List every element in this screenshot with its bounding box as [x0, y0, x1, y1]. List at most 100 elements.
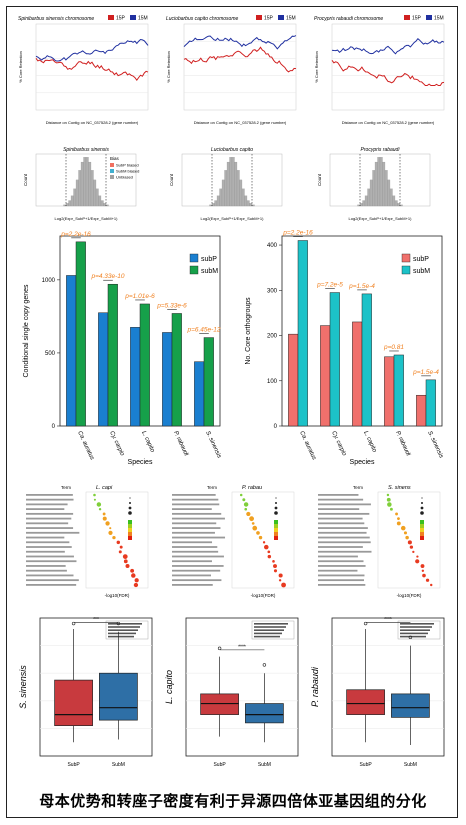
hist-bar [362, 200, 366, 207]
go-panel-2: Term P. rabau -log10(FDR) [172, 485, 295, 598]
go-dot [422, 573, 426, 578]
go-dot [93, 498, 96, 501]
hist-bar [85, 157, 89, 207]
go-term-label [172, 565, 224, 567]
stats-text [108, 629, 138, 631]
colorbar-step [420, 528, 424, 532]
colorbar-step [274, 528, 278, 532]
size-legend-dot [129, 497, 131, 499]
go-dot [125, 564, 130, 569]
hist-bar [397, 203, 401, 207]
go-term-label [318, 512, 370, 515]
go-dot [258, 535, 263, 540]
p-value-label: p=1.5e-4 [412, 369, 439, 376]
x-tick-label: SubP [359, 762, 372, 768]
bar-subm [393, 354, 404, 427]
go-dot [278, 579, 282, 582]
colorbar-step [420, 524, 424, 528]
x-axis-label: Distance on Contig on NC_037528.2 (gene … [46, 120, 139, 125]
stats-text [400, 623, 434, 625]
hist-bar [98, 195, 102, 207]
series-line-15m [331, 37, 445, 55]
go-dot [397, 517, 400, 521]
legend-label-15m: 15M [434, 16, 444, 22]
colorbar-step [128, 524, 132, 528]
x-axis-label: Distance on Contig on NC_037528.2 (gene … [342, 120, 435, 125]
go-term-label [172, 546, 218, 548]
box-subm [99, 672, 138, 721]
go-term-label [172, 517, 225, 520]
go-dot [281, 582, 286, 588]
hist-bar [90, 170, 94, 207]
go-term-label [318, 531, 367, 534]
colorbar-step [420, 520, 424, 524]
go-term-label [26, 555, 74, 558]
go-dot [246, 511, 251, 517]
box-subp [346, 689, 385, 715]
p-value-label: p=2.2e-16 [60, 231, 91, 238]
x-axis-label: -log10(FDR) [105, 593, 130, 598]
hist-bar [88, 161, 92, 207]
hist-bar [105, 204, 109, 207]
size-legend-dot [275, 497, 277, 499]
bar-subp [320, 325, 331, 427]
go-term-label [318, 569, 358, 572]
go-dot [96, 502, 102, 507]
stats-text [108, 623, 142, 625]
hist-bar [229, 157, 233, 207]
bar-subp [66, 275, 77, 427]
go-dot [396, 521, 401, 526]
hist-bar [103, 203, 107, 207]
go-dot [256, 531, 260, 535]
series-line-15p [331, 59, 445, 86]
stats-text [254, 623, 288, 625]
legend-label-subM: subM [413, 268, 430, 275]
go-dot [131, 573, 136, 578]
x-axis-label: Log2(Expr_SubP+1/Expr_SubM+1) [55, 216, 119, 221]
y-axis-label: Count [317, 173, 322, 186]
legend-swatch-15m [426, 15, 432, 20]
go-dot [395, 512, 398, 516]
go-dot [425, 578, 430, 582]
go-term-label [318, 503, 371, 506]
go-dot [264, 544, 269, 550]
colorbar-step [128, 528, 132, 532]
stats-text [400, 626, 432, 628]
go-term-label [172, 541, 213, 544]
go-title: L. capi [96, 485, 113, 491]
legend-swatch-subM [189, 265, 199, 275]
p-value-label: p=5.33e-6 [156, 302, 187, 309]
go-term-label [172, 494, 216, 496]
legend-swatch-15m [278, 15, 284, 20]
plot-area [183, 23, 297, 111]
go-dot [243, 502, 249, 507]
legend-swatch [110, 175, 114, 179]
go-term-label [172, 569, 221, 572]
go-term-label [318, 584, 366, 586]
legend-swatch-15p [256, 15, 262, 20]
size-legend-dot [421, 497, 423, 499]
legend-label-15p: 15P [116, 16, 126, 22]
line-panel-2: Luciobarbus capito chromosome 15P 15M % Cor… [166, 15, 297, 125]
line-panel-3: Procypris rabaudi chromosome 15P 15M % Core… [314, 15, 445, 125]
x-axis-label: Log2(Expr_SubP+1/Expr_SubM+1) [349, 216, 413, 221]
colorbar-step [128, 532, 132, 536]
legend-title: Bias [110, 156, 120, 161]
p-value-label: p=1.01e-6 [124, 293, 155, 300]
legend-swatch-15p [404, 15, 410, 20]
go-term-label [26, 536, 65, 539]
hist-bar [211, 203, 215, 207]
y-tick-label: 1000 [42, 278, 56, 284]
go-dot [134, 578, 139, 583]
go-term-label [318, 527, 368, 529]
go-term-label [318, 517, 363, 520]
go-dot [409, 545, 414, 549]
x-tick-label: L. capito [362, 430, 377, 454]
bar-subp [352, 321, 363, 427]
go-panel-1: Term L. capi -log10(FDR) [26, 485, 149, 598]
hist-bar [209, 204, 213, 207]
colorbar-step [420, 536, 424, 540]
go-term-label [318, 494, 359, 496]
legend-label-subP: subP [201, 256, 217, 263]
go-dot [122, 554, 128, 559]
